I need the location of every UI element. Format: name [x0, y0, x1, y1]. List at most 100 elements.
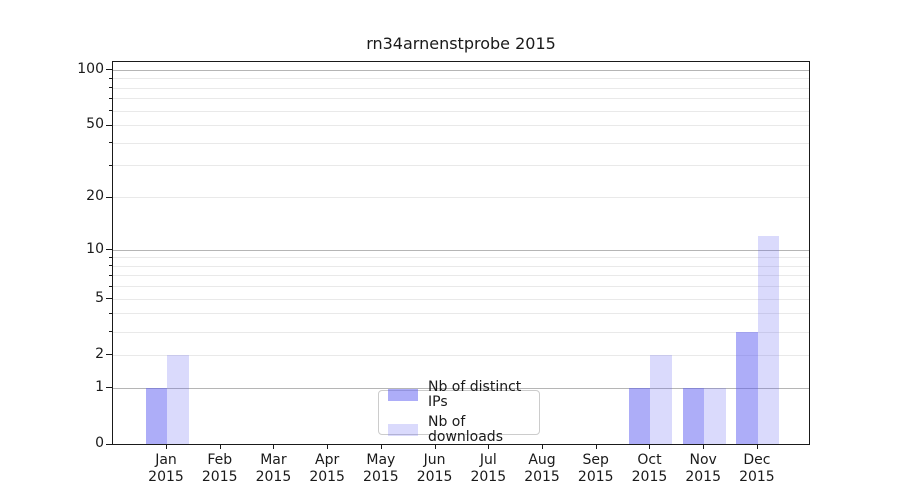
legend-swatch-downloads	[388, 424, 418, 436]
gridline-major-y-100	[113, 69, 809, 71]
gridline-y-2	[113, 354, 809, 356]
x-tick-mark-6	[434, 445, 436, 449]
y-tick-mark-10	[106, 249, 112, 250]
legend-item-distinct-ips: Nb of distinct IPs	[388, 380, 539, 410]
month-label: Jan	[155, 452, 177, 468]
legend-swatch-distinct-ips	[388, 389, 418, 401]
y-tick-mark-2	[106, 354, 112, 356]
gridline-y-60	[113, 110, 809, 112]
y-minor-tick-90	[109, 77, 112, 79]
legend-label-downloads: Nb of downloads	[428, 414, 503, 445]
bar-distinct-ips-jan-2015	[145, 387, 167, 444]
y-tick-label-20: 20	[86, 188, 104, 205]
y-tick-mark-20	[106, 196, 112, 198]
y-minor-tick-8	[109, 265, 112, 267]
x-tick-label-may-2015: May 2015	[349, 452, 413, 486]
gridline-y-90	[113, 78, 809, 80]
bar-distinct-ips-oct-2015	[628, 387, 651, 444]
y-minor-tick-80	[109, 87, 112, 89]
year-label: 2015	[470, 469, 507, 485]
y-minor-tick-70	[109, 97, 112, 99]
x-tick-mark-2	[219, 445, 221, 449]
legend-item-downloads: Nb of downloads	[388, 415, 539, 445]
gridline-y-30	[113, 165, 809, 167]
x-tick-label-jul-2015: Jul 2015	[456, 452, 520, 486]
month-label: Mar	[260, 452, 287, 468]
gridline-major-y-10	[113, 249, 809, 251]
month-label: Jun	[423, 452, 446, 468]
y-minor-tick-7	[109, 274, 112, 276]
month-label: Sep	[582, 452, 609, 468]
y-minor-tick-60	[109, 110, 112, 112]
year-label: 2015	[631, 469, 668, 485]
year-label: 2015	[577, 469, 614, 485]
gridline-y-70	[113, 98, 809, 100]
x-tick-label-apr-2015: Apr 2015	[295, 452, 359, 486]
x-tick-label-aug-2015: Aug 2015	[510, 452, 574, 486]
x-tick-mark-8	[542, 445, 544, 449]
year-label: 2015	[148, 469, 184, 485]
x-tick-label-mar-2015: Mar 2015	[241, 452, 305, 486]
bar-downloads-oct-2015	[650, 354, 672, 444]
x-tick-label-jun-2015: Jun 2015	[403, 452, 467, 486]
gridline-y-5	[113, 298, 809, 300]
y-minor-tick-4	[109, 312, 112, 314]
x-tick-mark-12	[756, 445, 758, 449]
y-minor-tick-30	[109, 164, 112, 166]
gridline-y-50	[113, 125, 809, 127]
y-tick-mark-5	[106, 298, 112, 300]
x-tick-label-oct-2015: Oct 2015	[617, 452, 681, 486]
x-tick-mark-3	[273, 445, 275, 449]
x-tick-mark-7	[488, 445, 490, 449]
gridline-y-6	[113, 286, 809, 288]
month-label: Feb	[207, 452, 233, 468]
gridline-y-8	[113, 265, 809, 267]
y-minor-tick-40	[109, 142, 112, 144]
year-label: 2015	[363, 469, 399, 485]
month-label: Aug	[528, 452, 556, 468]
legend-label-distinct-ips: Nb of distinct IPs	[428, 379, 522, 410]
y-tick-mark-100	[106, 69, 112, 71]
legend: Nb of distinct IPs Nb of downloads	[378, 380, 540, 445]
gridline-y-20	[113, 197, 809, 199]
year-label: 2015	[739, 469, 775, 485]
gridline-y-7	[113, 275, 809, 277]
year-label: 2015	[309, 469, 345, 485]
gridline-major-y-1	[113, 387, 809, 389]
y-tick-label-5: 5	[95, 289, 104, 306]
x-tick-mark-10	[649, 445, 651, 449]
chart-title: rn34arnenstprobe 2015	[366, 34, 556, 53]
year-label: 2015	[524, 469, 560, 485]
y-tick-label-0: 0	[95, 435, 104, 451]
year-label: 2015	[255, 469, 292, 485]
y-tick-label-100: 100	[77, 60, 104, 77]
y-tick-label-10: 10	[86, 240, 104, 257]
x-tick-mark-4	[327, 445, 329, 449]
x-tick-mark-9	[595, 445, 597, 449]
y-tick-label-50: 50	[86, 116, 104, 133]
year-label: 2015	[201, 469, 238, 485]
month-label: May	[366, 452, 396, 468]
bar-distinct-ips-nov-2015	[682, 387, 705, 444]
y-minor-tick-9	[109, 256, 112, 258]
x-tick-mark-1	[166, 445, 167, 449]
year-label: 2015	[416, 469, 453, 485]
gridline-y-4	[113, 313, 809, 315]
month-label: Dec	[743, 452, 771, 468]
x-tick-label-feb-2015: Feb 2015	[188, 452, 252, 486]
plot-area	[112, 61, 810, 445]
x-tick-label-dec-2015: Dec 2015	[725, 452, 789, 486]
month-label: Nov	[689, 452, 717, 468]
y-tick-mark-1	[106, 387, 112, 389]
month-label: Oct	[637, 452, 662, 468]
x-tick-label-sep-2015: Sep 2015	[564, 452, 628, 486]
bar-downloads-dec-2015	[757, 235, 780, 444]
month-label: Jul	[479, 452, 497, 468]
y-tick-label-1: 1	[95, 378, 104, 395]
month-label: Apr	[315, 452, 340, 468]
bar-downloads-jan-2015	[167, 354, 189, 444]
gridline-y-40	[113, 142, 809, 144]
bar-downloads-nov-2015	[704, 387, 726, 444]
bar-distinct-ips-dec-2015	[736, 331, 758, 444]
